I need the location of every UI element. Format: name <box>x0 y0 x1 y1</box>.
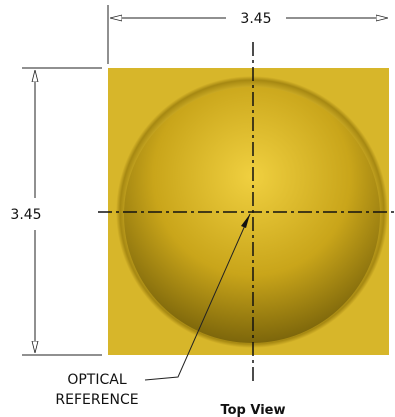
callout-text: REFERENCE <box>55 392 138 408</box>
width-dimension: 3.45 <box>240 11 271 27</box>
callout-text: OPTICAL <box>67 372 126 388</box>
height-dimension: 3.45 <box>10 207 41 223</box>
view-label: Top View <box>220 403 285 417</box>
leader-line <box>144 213 251 381</box>
lens-dome <box>124 87 380 343</box>
leader-arrow <box>241 214 250 228</box>
